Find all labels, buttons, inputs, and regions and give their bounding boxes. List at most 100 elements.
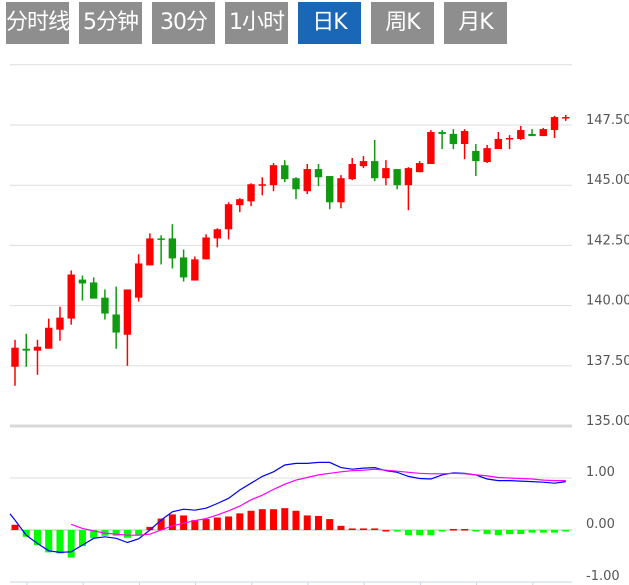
macd-bar (404, 530, 412, 536)
candle-body (348, 164, 356, 180)
macd-bar (528, 530, 536, 533)
candle (22, 333, 30, 367)
candle (179, 249, 188, 282)
candle (438, 130, 446, 150)
candle (303, 164, 311, 195)
candle-body (157, 238, 165, 240)
candle (45, 318, 53, 349)
candle (382, 160, 390, 186)
candle-body (269, 165, 278, 186)
candle (168, 224, 177, 269)
candles (11, 114, 570, 386)
macd-bar (45, 530, 53, 553)
macd-bar (494, 530, 502, 536)
y-tick-label: 0.00 (586, 517, 615, 532)
candle-body (56, 317, 64, 330)
candle (56, 306, 64, 341)
candle-body (112, 314, 120, 333)
candle (247, 183, 255, 207)
candle-body (89, 282, 98, 299)
macd-bar (213, 517, 221, 530)
candle-body (337, 178, 345, 203)
tab-0[interactable]: 分时线 (6, 2, 70, 44)
candle-body (359, 161, 368, 167)
candle-body (370, 161, 379, 179)
tab-5[interactable]: 周K (371, 2, 434, 44)
candle (528, 129, 536, 137)
candle (123, 289, 132, 366)
macd-bar (191, 520, 199, 530)
candle-body (393, 169, 401, 186)
y-axis-labels: 135.00 137.50 140.00 142.50 145.00 147.50 1.00… (586, 113, 629, 584)
candle (269, 163, 278, 192)
macd-bar (157, 518, 165, 530)
macd-bar (33, 530, 41, 546)
macd-bar (90, 530, 98, 539)
candle-body (472, 151, 480, 162)
candle-body (78, 279, 87, 284)
y-tick-label: 137.50 (586, 354, 629, 369)
macd-bar (427, 530, 435, 536)
macd-bar (416, 530, 424, 536)
candle-body (460, 131, 469, 145)
candle (348, 157, 356, 181)
candle-body (67, 274, 75, 319)
candle (449, 129, 458, 150)
macd-bar (461, 528, 469, 531)
y-tick-label: 147.50 (586, 113, 629, 128)
macd-bar (449, 528, 457, 531)
candle-body (438, 131, 446, 134)
macd-bar (135, 530, 143, 536)
macd-bar (337, 525, 345, 530)
candle (67, 270, 75, 325)
candle-body (292, 178, 300, 190)
dea-line (70, 468, 566, 536)
candle-body (224, 204, 233, 230)
candle-body (191, 259, 199, 281)
tab-3[interactable]: 1小时 (225, 2, 288, 44)
candle (337, 175, 345, 209)
candle (134, 254, 143, 302)
macd-bar (483, 530, 491, 535)
candle (517, 125, 525, 140)
candle-body (11, 347, 19, 367)
macd-bar (123, 530, 131, 538)
tab-4[interactable]: 日K (298, 2, 361, 44)
candle (236, 198, 244, 213)
macd-bar (371, 528, 379, 530)
macd-bar (292, 510, 300, 530)
y-tick-label: 142.50 (586, 233, 629, 248)
macd-bar (225, 516, 233, 530)
candle (460, 129, 469, 160)
macd-bar (112, 530, 120, 536)
tab-6[interactable]: 月K (444, 2, 507, 44)
candle-body (449, 133, 458, 145)
y-tick-label: 135.00 (586, 414, 629, 429)
macd-bar (281, 508, 289, 530)
candle (483, 144, 491, 164)
candle-body (146, 238, 154, 266)
candle-body (314, 169, 323, 178)
candle (427, 130, 435, 165)
macd-bar (78, 530, 86, 547)
candle-body (45, 327, 53, 349)
macd-bar (303, 515, 311, 530)
candle (550, 115, 559, 139)
candle (89, 277, 98, 299)
candle-body (123, 289, 132, 335)
tab-1[interactable]: 5分钟 (79, 2, 142, 44)
macd-panel (9, 461, 570, 558)
candle (562, 114, 570, 121)
candle-body (22, 348, 30, 351)
candle (326, 176, 334, 210)
macd-bar (11, 524, 19, 530)
candle (224, 202, 233, 240)
macd-bar (202, 519, 210, 530)
candle (202, 234, 210, 260)
candle (370, 139, 379, 182)
candle-body (247, 184, 255, 202)
y-tick-label: 145.00 (586, 173, 629, 188)
candle-body (550, 117, 559, 131)
candle-body (213, 229, 222, 239)
